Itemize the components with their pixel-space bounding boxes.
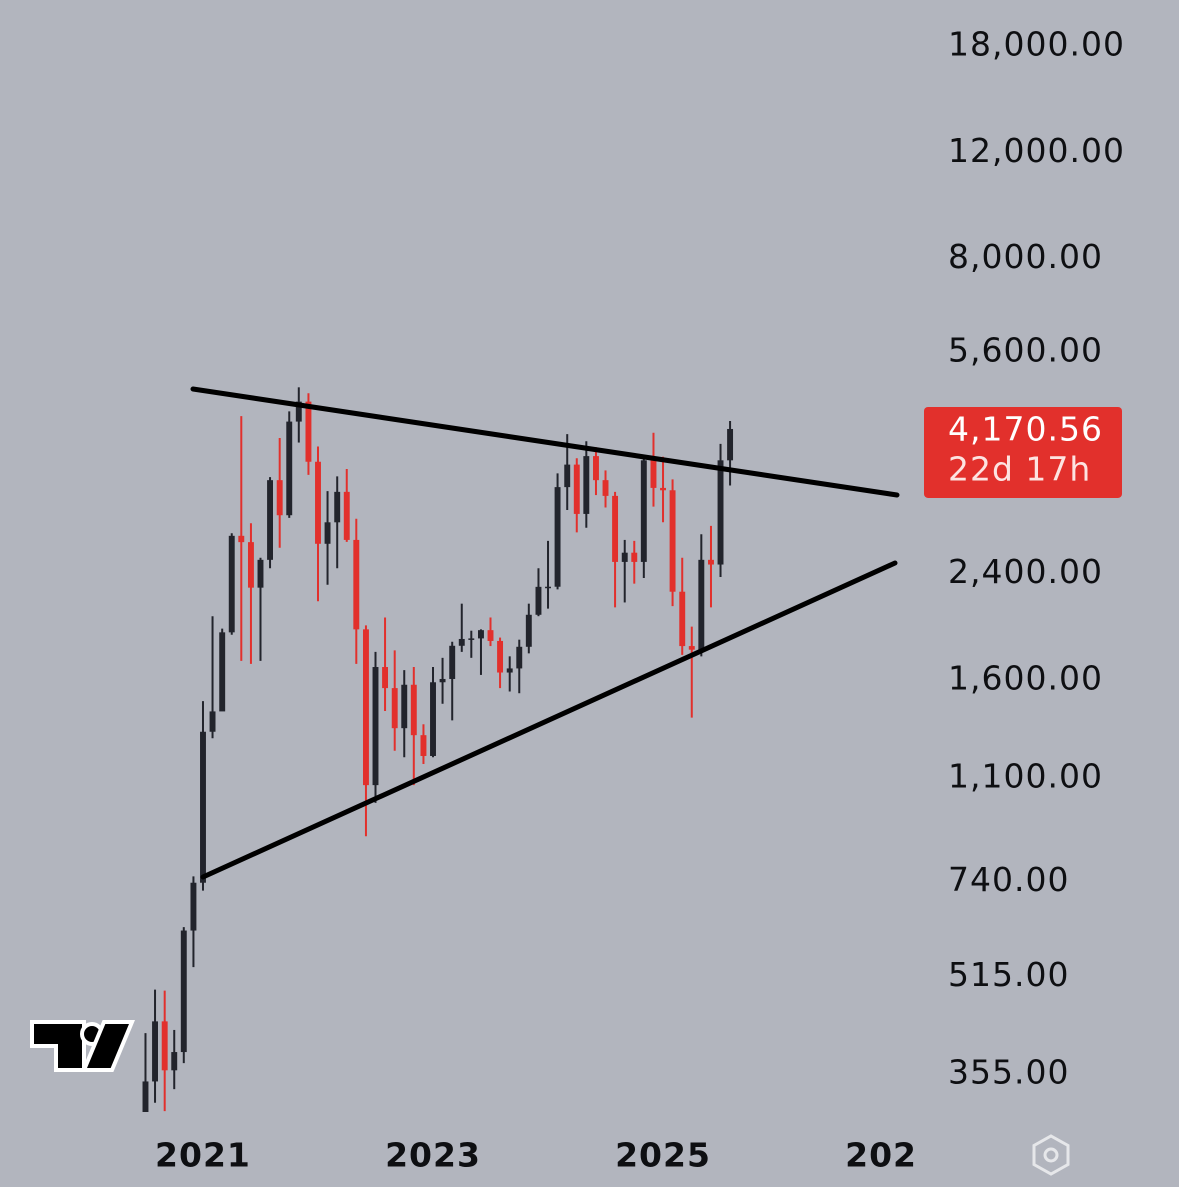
candle-body — [621, 552, 628, 562]
candle-body — [209, 711, 216, 732]
logo-mark — [30, 1020, 86, 1072]
settings-icon-center — [1043, 1147, 1059, 1163]
candle-body — [219, 632, 226, 712]
candle-body — [267, 480, 273, 560]
candle-body — [343, 491, 350, 540]
candle-body — [286, 421, 293, 516]
candle-body — [545, 586, 551, 589]
candle-body — [631, 552, 638, 562]
candle-body — [640, 460, 647, 562]
candle-body — [487, 630, 494, 641]
y-tick-label: 740.00 — [948, 860, 1069, 899]
candle-body — [458, 638, 465, 646]
candle-body — [612, 495, 619, 562]
candle-body — [554, 487, 561, 587]
candle-body — [698, 559, 705, 650]
candle-body — [171, 1052, 178, 1071]
x-tick-label: 2023 — [385, 1136, 481, 1175]
y-tick-label: 5,600.00 — [948, 330, 1103, 369]
candle-body — [439, 678, 446, 683]
trend-line[interactable] — [200, 560, 898, 880]
candle-body — [295, 401, 302, 422]
candle-body — [362, 629, 369, 786]
candle-body — [180, 930, 187, 1053]
candle-body — [506, 668, 513, 673]
y-tick-label: 515.00 — [948, 955, 1069, 994]
candle-body — [420, 735, 427, 756]
candle-body — [276, 480, 283, 516]
candle-body — [410, 684, 417, 736]
candle-body — [525, 614, 532, 647]
x-tick-label: 2021 — [155, 1136, 251, 1175]
candle-body — [247, 542, 254, 588]
candle-body — [669, 490, 676, 592]
candle-body — [228, 535, 235, 633]
x-tick-label: 2027 — [845, 1136, 941, 1175]
y-tick-label: 2,400.00 — [948, 552, 1103, 591]
candle-body — [449, 645, 456, 679]
candle-body — [708, 559, 714, 565]
candle-body — [516, 646, 523, 669]
trend-line[interactable] — [190, 386, 900, 498]
candle-body — [334, 491, 341, 523]
candle-body — [190, 882, 197, 931]
candle-body — [717, 460, 724, 565]
candle-body — [353, 539, 360, 630]
y-tick-label: 1,100.00 — [948, 756, 1103, 795]
y-tick-label: 355.00 — [948, 1052, 1069, 1091]
price-label: 4,170.56 — [948, 409, 1103, 448]
logo — [30, 1020, 135, 1072]
candle-body — [142, 1081, 149, 1112]
candle-body — [564, 464, 571, 488]
candle-body — [727, 428, 734, 461]
candle-body — [305, 401, 312, 462]
plot-area — [142, 387, 734, 1112]
drawings — [190, 386, 900, 880]
candle-body — [315, 461, 321, 544]
y-tick-label: 12,000.00 — [948, 131, 1125, 170]
candle-body — [660, 487, 666, 491]
countdown-label: 22d 17h — [948, 449, 1091, 488]
y-tick-label: 8,000.00 — [948, 237, 1103, 276]
candle-body — [238, 535, 245, 543]
candle-body — [372, 667, 379, 786]
candle-body — [468, 638, 475, 640]
candle-body — [391, 688, 398, 729]
candle-body — [161, 1021, 168, 1071]
candle-body — [478, 630, 484, 639]
candle-body — [593, 456, 599, 481]
candle-body — [257, 559, 264, 588]
candle-body — [602, 480, 609, 496]
candle-body — [573, 464, 580, 514]
candle-body — [650, 460, 657, 488]
settings-icon[interactable] — [1032, 1134, 1070, 1176]
x-axis: 2021 2023 2025 2027 — [155, 1136, 941, 1175]
candle-body — [200, 731, 206, 883]
candle-body — [401, 684, 408, 729]
candle-body — [688, 646, 695, 650]
candle-body — [535, 586, 542, 615]
candle-body — [324, 522, 331, 544]
x-tick-label: 2025 — [615, 1136, 711, 1175]
y-tick-label: 18,000.00 — [948, 25, 1125, 64]
price-label-box — [924, 406, 1122, 498]
logo-mark — [81, 1020, 135, 1072]
candle-body — [583, 456, 590, 514]
y-tick-label: 1,600.00 — [948, 658, 1103, 697]
candle-body — [152, 1021, 158, 1082]
candle-body — [679, 591, 686, 647]
candle-body — [382, 667, 389, 689]
candle-body — [430, 682, 436, 756]
candle-body — [497, 640, 504, 673]
